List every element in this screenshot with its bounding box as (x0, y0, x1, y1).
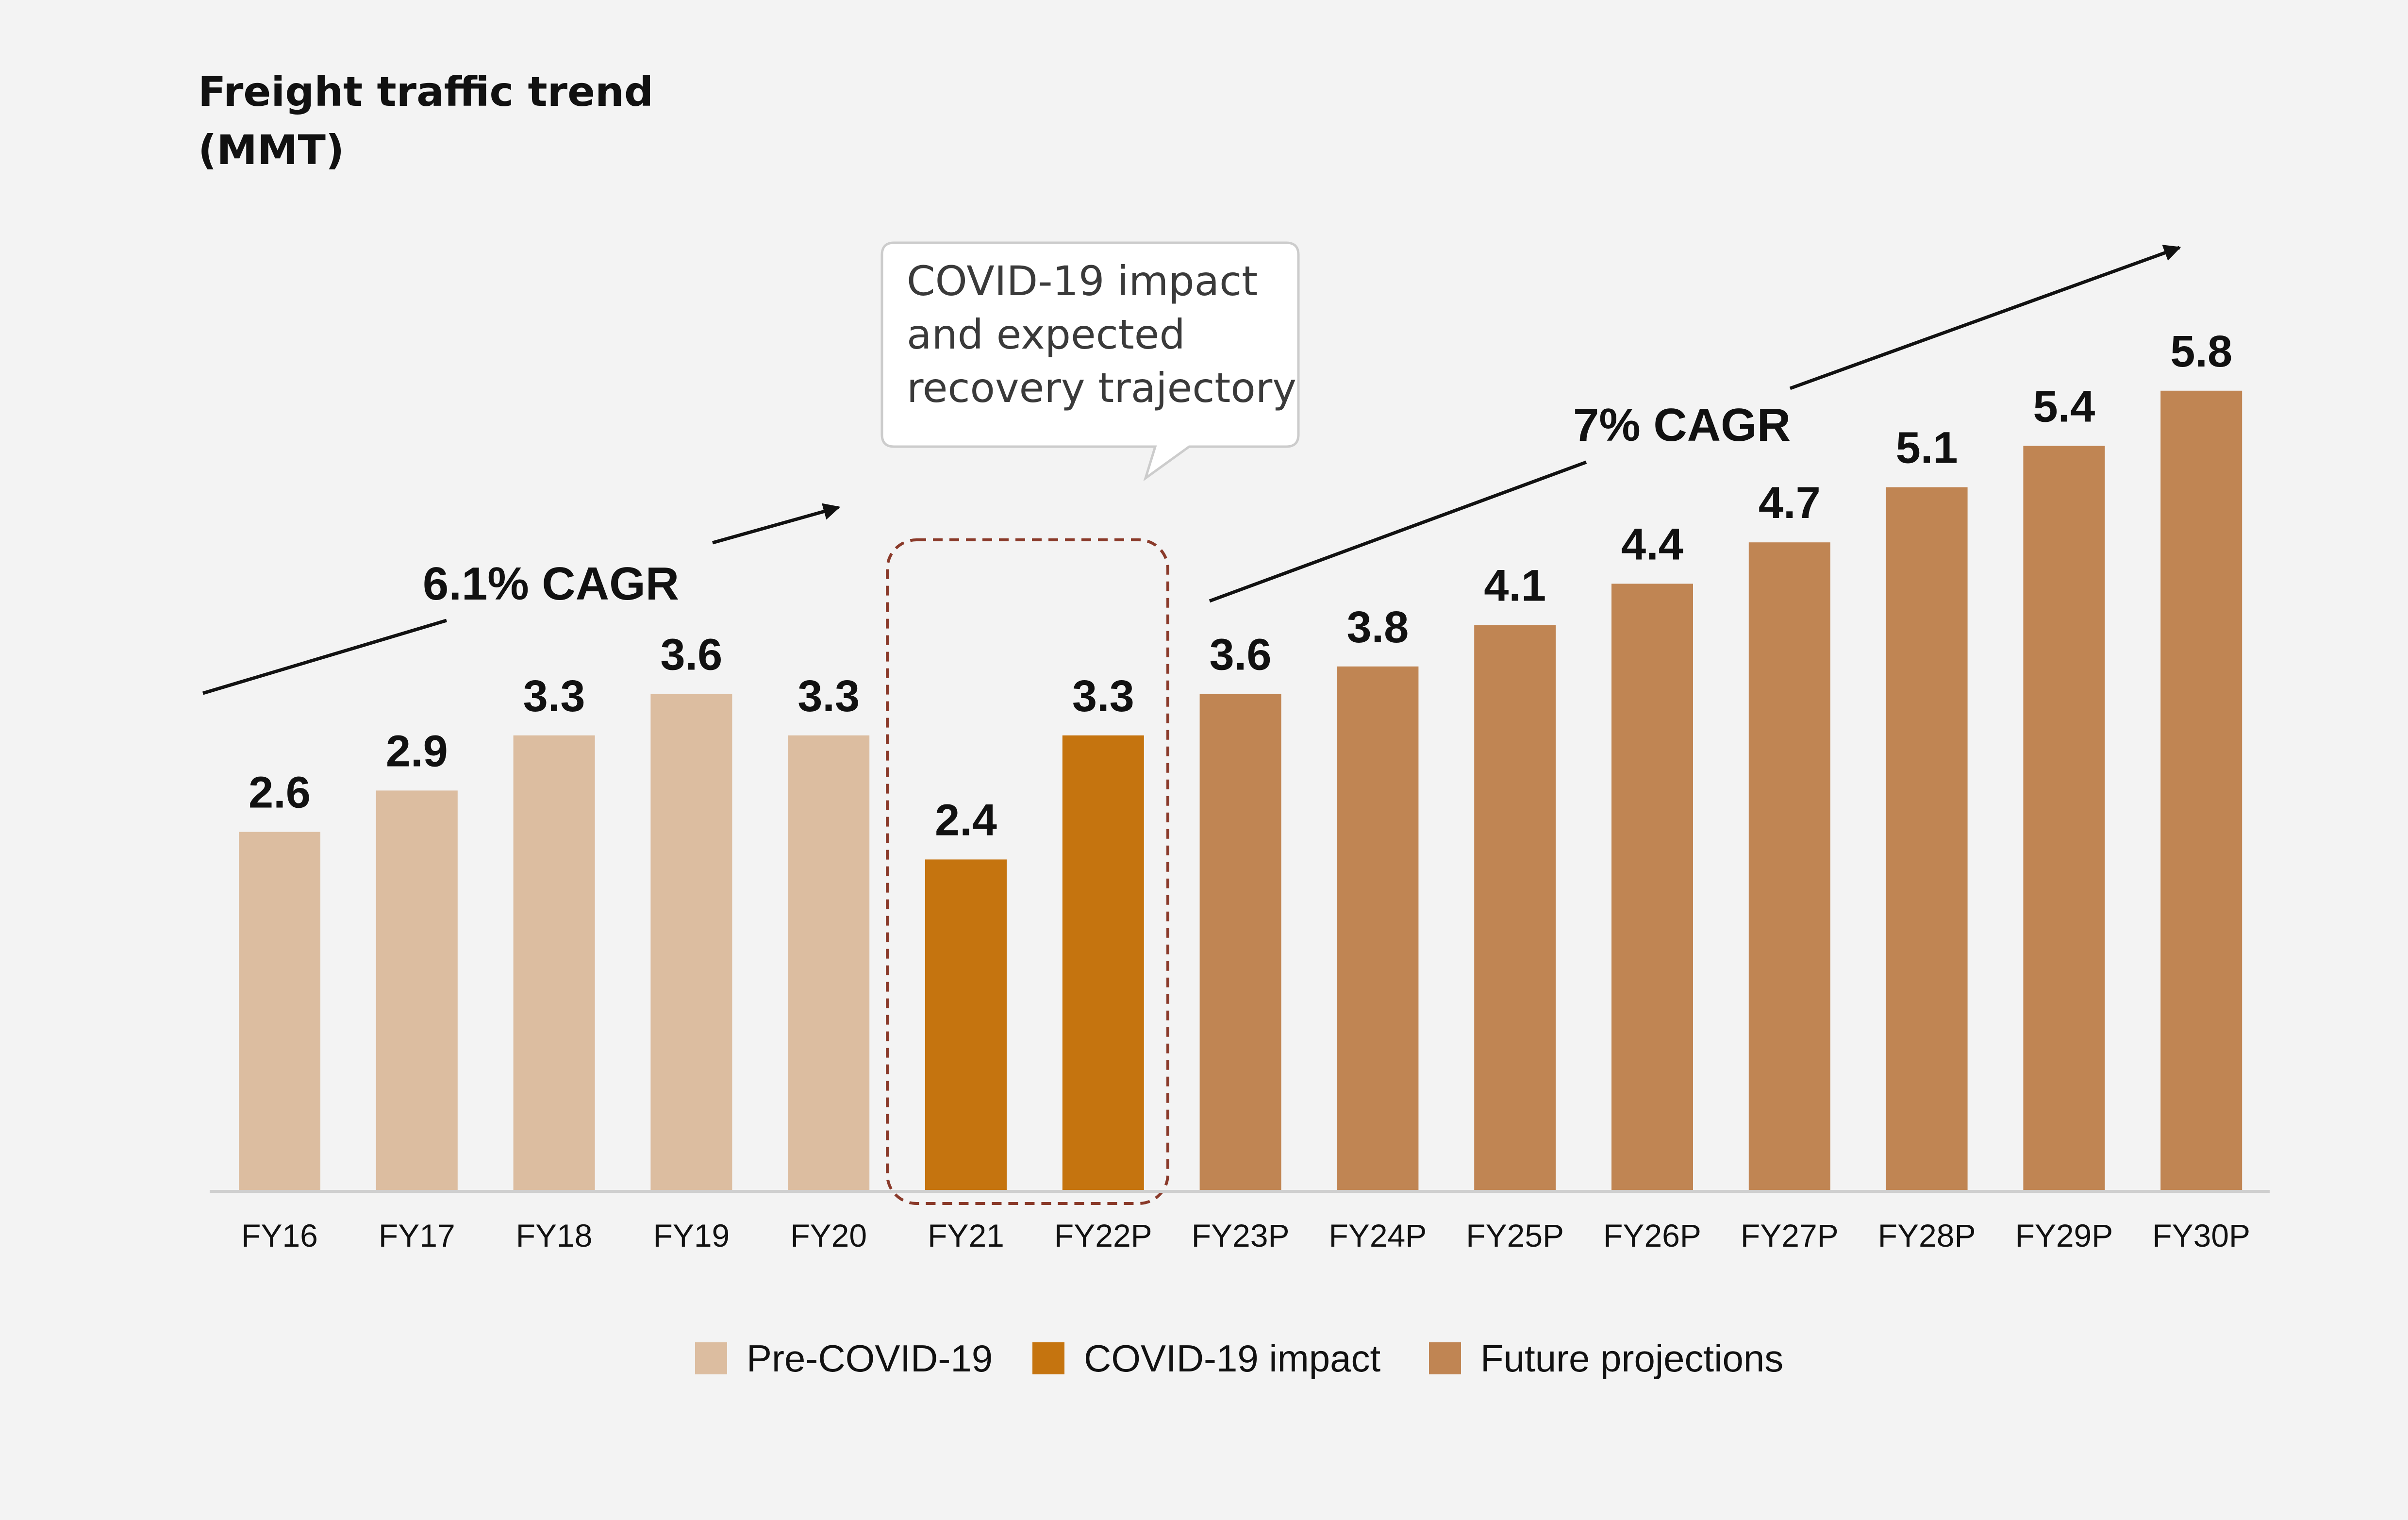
cagr-right-label: 7% CAGR (1573, 399, 1791, 451)
tick-label-fy21: FY21 (928, 1218, 1004, 1253)
value-label-fy24p: 3.8 (1346, 602, 1409, 652)
covid-callout: COVID-19 impact and expected recovery tr… (880, 241, 1300, 482)
tick-label-fy17: FY17 (379, 1218, 455, 1253)
bar-fy26p (1611, 584, 1693, 1190)
bar-series (239, 390, 2242, 1190)
callout-line-1: COVID-19 impact (907, 257, 1258, 305)
bar-fy20 (788, 735, 870, 1190)
x-tick-labels: FY16 FY17 FY18 FY19 FY20 FY21 FY22P FY23P FY24P F… (241, 1218, 2250, 1253)
cagr-left-label: 6.1% CAGR (423, 558, 679, 610)
cagr-left-arrow-tail (202, 618, 448, 695)
bar-fy27p (1748, 542, 1830, 1190)
bar-fy21 (925, 859, 1007, 1190)
legend-swatch-pre (695, 1342, 727, 1374)
tick-label-fy30p: FY30P (2152, 1218, 2250, 1253)
value-label-fy26p: 4.4 (1621, 519, 1683, 569)
value-label-fy22p: 3.3 (1072, 671, 1134, 721)
tick-label-fy23p: FY23P (1192, 1218, 1290, 1253)
legend-label-future: Future projections (1480, 1337, 1783, 1380)
value-label-fy21: 2.4 (935, 795, 997, 845)
value-label-fy30p: 5.8 (2170, 327, 2232, 376)
value-label-fy18: 3.3 (523, 671, 585, 721)
value-label-fy27p: 4.7 (1759, 478, 1821, 528)
tick-label-fy25p: FY25P (1466, 1218, 1564, 1253)
cagr-right-arrow-head (1789, 245, 2181, 390)
bar-fy17 (376, 790, 458, 1190)
tick-label-fy19: FY19 (653, 1218, 730, 1253)
callout-bubble (880, 241, 1300, 482)
bar-fy25p (1474, 625, 1556, 1190)
legend-label-covid: COVID-19 impact (1084, 1337, 1380, 1380)
value-label-fy16: 2.6 (249, 768, 311, 818)
covid-highlight-box (886, 538, 1169, 1205)
cagr-right-arrow (1209, 245, 2181, 603)
tick-label-fy28p: FY28P (1878, 1218, 1976, 1253)
bar-fy18 (513, 735, 595, 1190)
bar-fy29p (2023, 446, 2105, 1190)
bar-fy28p (1886, 487, 1968, 1190)
value-label-fy17: 2.9 (386, 726, 448, 776)
tick-label-fy26p: FY26P (1603, 1218, 1701, 1253)
value-label-fy29p: 5.4 (2033, 382, 2095, 431)
bar-fy30p (2160, 390, 2242, 1190)
value-label-fy19: 3.6 (660, 630, 722, 680)
tick-label-fy20: FY20 (790, 1218, 867, 1253)
value-labels: 2.6 2.9 3.3 3.6 3.3 2.4 3.3 3.6 3.8 4.1 4.4 4.7 5.1 5… (249, 327, 2232, 845)
cagr-left-arrow (202, 503, 841, 695)
tick-label-fy29p: FY29P (2015, 1218, 2113, 1253)
bar-fy23p (1199, 694, 1281, 1190)
tick-label-fy24p: FY24P (1329, 1218, 1427, 1253)
chart-title: Freight traffic trend (198, 68, 653, 116)
legend-label-pre: Pre-COVID-19 (747, 1337, 993, 1380)
legend-swatch-covid (1032, 1342, 1064, 1374)
callout-line-2: and expected (907, 311, 1185, 358)
tick-label-fy18: FY18 (516, 1218, 593, 1253)
bar-fy16 (239, 832, 320, 1190)
bar-fy24p (1337, 666, 1419, 1190)
value-label-fy25p: 4.1 (1484, 561, 1546, 611)
chart-subtitle: (MMT) (198, 126, 344, 174)
value-label-fy20: 3.3 (797, 671, 860, 721)
tick-label-fy22p: FY22P (1054, 1218, 1152, 1253)
value-label-fy28p: 5.1 (1896, 423, 1958, 473)
bar-fy19 (650, 694, 732, 1190)
legend-swatch-future (1429, 1342, 1461, 1374)
bar-fy22p (1062, 735, 1144, 1190)
tick-label-fy16: FY16 (241, 1218, 318, 1253)
tick-label-fy27p: FY27P (1741, 1218, 1839, 1253)
legend: Pre-COVID-19 COVID-19 impact Future projec… (695, 1337, 1783, 1380)
value-label-fy23p: 3.6 (1210, 630, 1272, 680)
cagr-left-arrow-head (712, 503, 841, 545)
callout-line-3: recovery trajectory (907, 364, 1296, 412)
cagr-right-arrow-tail (1209, 460, 1587, 603)
